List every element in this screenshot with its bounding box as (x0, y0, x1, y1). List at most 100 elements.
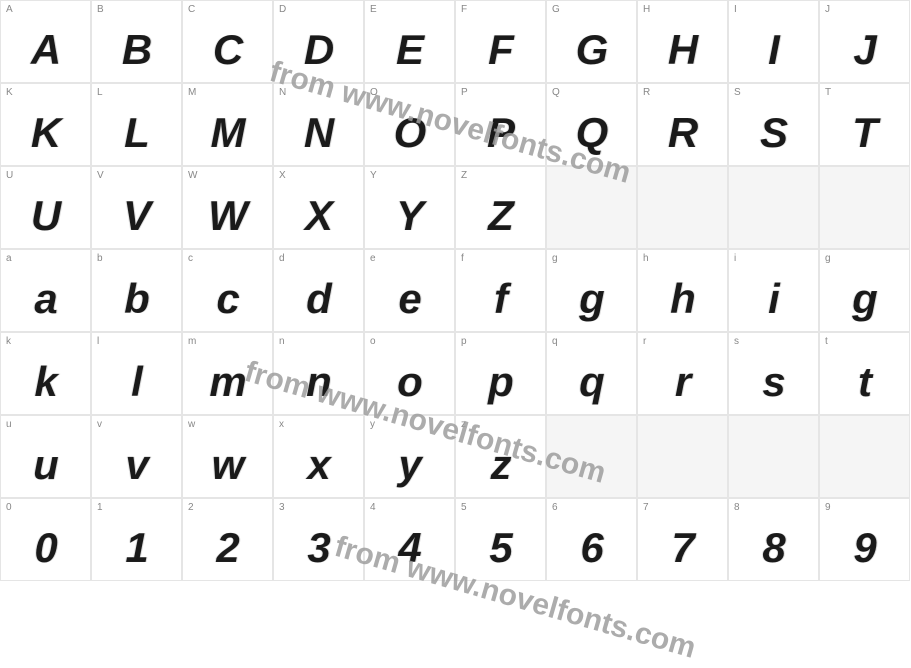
glyph-cell: ee (364, 249, 455, 332)
cell-key-label: a (6, 253, 12, 264)
cell-key-label: b (97, 253, 103, 264)
cell-glyph: y (365, 441, 454, 489)
glyph-cell: vv (91, 415, 182, 498)
cell-key-label: w (188, 419, 195, 430)
glyph-cell: 22 (182, 498, 273, 581)
glyph-cell: dd (273, 249, 364, 332)
glyph-cell: 66 (546, 498, 637, 581)
cell-glyph: f (456, 275, 545, 323)
cell-glyph: k (1, 358, 90, 406)
cell-glyph: n (274, 358, 363, 406)
cell-glyph: F (456, 26, 545, 74)
glyph-cell: bb (91, 249, 182, 332)
cell-glyph: T (820, 109, 909, 157)
cell-key-label: C (188, 4, 195, 15)
glyph-cell: nn (273, 332, 364, 415)
glyph-cell: cc (182, 249, 273, 332)
cell-glyph: l (92, 358, 181, 406)
glyph-cell: aa (0, 249, 91, 332)
cell-key-label: t (825, 336, 828, 347)
cell-glyph: W (183, 192, 272, 240)
cell-glyph: 7 (638, 524, 727, 572)
grid-row: UUVVWWXXYYZZ (0, 166, 911, 249)
glyph-cell: VV (91, 166, 182, 249)
glyph-cell: oo (364, 332, 455, 415)
cell-key-label: z (461, 419, 466, 430)
cell-key-label: I (734, 4, 737, 15)
cell-key-label: n (279, 336, 285, 347)
cell-glyph: d (274, 275, 363, 323)
cell-glyph: u (1, 441, 90, 489)
cell-key-label: 9 (825, 502, 831, 513)
cell-key-label: 2 (188, 502, 194, 513)
cell-glyph: b (92, 275, 181, 323)
glyph-cell: rr (637, 332, 728, 415)
cell-key-label: x (279, 419, 284, 430)
glyph-cell: AA (0, 0, 91, 83)
cell-glyph: O (365, 109, 454, 157)
glyph-cell: ll (91, 332, 182, 415)
cell-glyph: C (183, 26, 272, 74)
glyph-cell: HH (637, 0, 728, 83)
cell-key-label: 4 (370, 502, 376, 513)
glyph-cell: ff (455, 249, 546, 332)
cell-key-label: 7 (643, 502, 649, 513)
cell-glyph: R (638, 109, 727, 157)
cell-key-label: E (370, 4, 377, 15)
glyph-cell: BB (91, 0, 182, 83)
cell-glyph: J (820, 26, 909, 74)
empty-cell (546, 415, 637, 498)
cell-glyph: D (274, 26, 363, 74)
glyph-cell: gg (819, 249, 910, 332)
cell-key-label: M (188, 87, 196, 98)
empty-cell (637, 415, 728, 498)
glyph-cell: EE (364, 0, 455, 83)
cell-glyph: G (547, 26, 636, 74)
cell-key-label: q (552, 336, 558, 347)
glyph-cell: ZZ (455, 166, 546, 249)
cell-key-label: T (825, 87, 831, 98)
cell-glyph: s (729, 358, 818, 406)
cell-key-label: Y (370, 170, 377, 181)
cell-key-label: 6 (552, 502, 558, 513)
cell-glyph: Y (365, 192, 454, 240)
cell-key-label: R (643, 87, 650, 98)
cell-key-label: L (97, 87, 103, 98)
glyph-cell: NN (273, 83, 364, 166)
cell-key-label: 0 (6, 502, 12, 513)
glyph-cell: SS (728, 83, 819, 166)
glyph-cell: zz (455, 415, 546, 498)
cell-key-label: X (279, 170, 286, 181)
cell-glyph: 8 (729, 524, 818, 572)
glyph-cell: GG (546, 0, 637, 83)
glyph-cell: DD (273, 0, 364, 83)
cell-key-label: A (6, 4, 13, 15)
cell-key-label: 3 (279, 502, 285, 513)
cell-key-label: K (6, 87, 13, 98)
cell-glyph: 3 (274, 524, 363, 572)
cell-key-label: f (461, 253, 464, 264)
glyph-cell: gg (546, 249, 637, 332)
empty-cell (637, 166, 728, 249)
cell-glyph: Q (547, 109, 636, 157)
cell-key-label: u (6, 419, 12, 430)
cell-glyph: r (638, 358, 727, 406)
cell-glyph: t (820, 358, 909, 406)
glyph-cell: xx (273, 415, 364, 498)
cell-glyph: P (456, 109, 545, 157)
glyph-cell: tt (819, 332, 910, 415)
cell-glyph: 4 (365, 524, 454, 572)
cell-glyph: q (547, 358, 636, 406)
cell-key-label: Q (552, 87, 560, 98)
glyph-cell: WW (182, 166, 273, 249)
cell-glyph: A (1, 26, 90, 74)
glyph-cell: QQ (546, 83, 637, 166)
cell-glyph: x (274, 441, 363, 489)
cell-glyph: z (456, 441, 545, 489)
cell-key-label: Z (461, 170, 467, 181)
cell-key-label: D (279, 4, 286, 15)
cell-glyph: S (729, 109, 818, 157)
cell-glyph: e (365, 275, 454, 323)
cell-key-label: r (643, 336, 646, 347)
cell-glyph: H (638, 26, 727, 74)
